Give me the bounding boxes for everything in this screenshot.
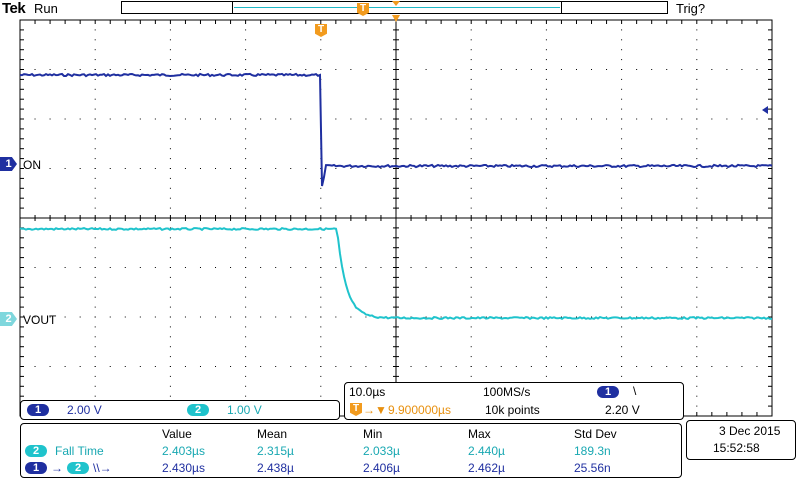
horizontal-trigger-readout[interactable]: 10.0µs 100MS/s 1 \ T →▼ 9.900000µs 10k p…: [344, 382, 684, 420]
meas2-arrow: →: [51, 461, 63, 475]
trigger-level: 2.20 V: [605, 403, 640, 417]
ch2-ground-marker[interactable]: 2: [0, 312, 17, 326]
meas2-mean: 2.438µ: [257, 461, 294, 475]
channel-scale-readout[interactable]: 1 2.00 V 2 1.00 V: [20, 400, 340, 420]
meas1-label: Fall Time: [55, 444, 104, 458]
brand-logo: Tek: [2, 0, 26, 17]
trigger-point-lower-icon: [392, 15, 400, 22]
ch1-scale: 2.00 V: [67, 403, 102, 417]
trigger-position-small-icon: T: [350, 403, 362, 416]
meas1-stddev: 189.3n: [574, 444, 611, 458]
ch2-label: VOUT: [23, 313, 57, 327]
meas-header-min: Min: [363, 427, 383, 441]
time: 15:52:58: [713, 441, 760, 455]
meas2-edge-icon: \\→: [93, 461, 112, 475]
meas2-source-badge: 1: [25, 462, 47, 474]
meas1-max: 2.440µ: [468, 444, 505, 458]
trigger-position-icon[interactable]: T: [315, 24, 327, 37]
trigger-source-badge: 1: [597, 386, 619, 398]
trigger-position: 9.900000µs: [388, 403, 451, 417]
meas2-max: 2.462µ: [468, 461, 505, 475]
ch2-scale: 1.00 V: [227, 403, 262, 417]
record-length: 10k points: [485, 403, 540, 417]
meas-header-stddev: Std Dev: [574, 427, 617, 441]
ch1-ground-marker[interactable]: 1: [0, 157, 17, 171]
acquisition-state[interactable]: Run: [34, 1, 58, 16]
ch1-waveform: [19, 72, 773, 187]
meas1-value: 2.403µs: [162, 444, 205, 458]
meas2-dest-badge: 2: [67, 462, 89, 474]
date-time-readout: 3 Dec 2015 15:52:58: [686, 420, 796, 460]
meas1-min: 2.033µ: [363, 444, 400, 458]
meas2-value: 2.430µs: [162, 461, 205, 475]
ch2-badge: 2: [187, 404, 209, 416]
trigger-slope-icon: \: [633, 384, 637, 398]
meas2-stddev: 25.56n: [574, 461, 611, 475]
time-per-div: 10.0µs: [349, 385, 386, 399]
meas-header-mean: Mean: [257, 427, 288, 441]
trigger-level-icon[interactable]: [762, 106, 768, 114]
sample-rate: 100MS/s: [483, 385, 531, 399]
meas-header-value: Value: [162, 427, 192, 441]
measurement-table[interactable]: Value Mean Min Max Std Dev 2 Fall Time 2…: [20, 423, 682, 478]
meas1-source-badge: 2: [25, 445, 47, 457]
trigger-point-icon: [392, 1, 400, 6]
trigger-arrow: →▼: [363, 403, 387, 417]
ch1-label: ON: [23, 158, 41, 172]
meas2-min: 2.406µ: [363, 461, 400, 475]
graticule: [19, 19, 773, 417]
record-waveform-preview: [234, 7, 560, 8]
trigger-position-record-icon: T: [357, 3, 369, 16]
trigger-state: Trig?: [676, 1, 706, 16]
meas1-mean: 2.315µ: [257, 444, 294, 458]
ch2-waveform: [19, 226, 773, 321]
date: 3 Dec 2015: [719, 424, 781, 438]
meas-header-max: Max: [468, 427, 491, 441]
ch1-badge: 1: [27, 404, 49, 416]
